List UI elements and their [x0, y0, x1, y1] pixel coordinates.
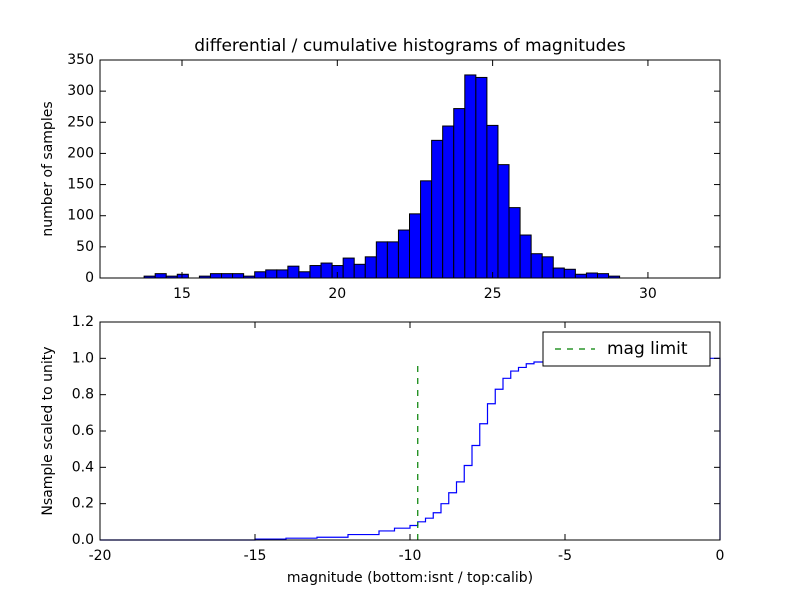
chart-title: differential / cumulative histograms of …: [194, 36, 626, 56]
y-tick-label: 200: [67, 145, 94, 161]
subplot: 15 20 25 30050100150200250300350differentia…: [40, 36, 721, 302]
bar: [353, 263, 366, 279]
x-tick-label: -15: [244, 548, 267, 564]
marks: [100, 357, 721, 541]
bar: [519, 234, 532, 279]
x-tick-label: 20: [328, 286, 346, 302]
x-tick-label: 0: [716, 548, 725, 564]
bar: [364, 256, 377, 279]
bar: [397, 229, 411, 279]
bar: [497, 164, 510, 279]
x-tick-label: 25: [484, 286, 502, 302]
subplot: -20 -15 -10 -5 0 0.0 0.2 0.4 0.6 0.8 1.0 1.2 magnitu…: [40, 314, 724, 586]
axes-frame: [99, 59, 721, 279]
x-tick-label: -5: [558, 548, 572, 564]
y-tick-label: 1.0: [72, 350, 94, 366]
bar: [287, 265, 300, 279]
y-tick-label: 300: [67, 83, 94, 99]
y-tick-label: 250: [67, 114, 94, 130]
bar: [254, 271, 267, 279]
y-tick-label: 0.6: [72, 423, 94, 439]
bar: [375, 241, 388, 279]
y-tick-label: 0.0: [72, 532, 94, 548]
bar: [209, 273, 223, 279]
bar: [298, 271, 311, 279]
bar: [574, 273, 587, 279]
bar: [309, 265, 322, 279]
bar: [342, 257, 355, 279]
y-tick-label: 100: [67, 208, 94, 224]
bar: [530, 253, 543, 279]
bar: [431, 139, 444, 279]
x-tick-label: -20: [89, 548, 112, 564]
x-tick-label: 30: [639, 286, 657, 302]
bar: [409, 213, 422, 279]
bar: [563, 268, 576, 279]
bar: [221, 273, 234, 279]
y-tick-label: 350: [67, 52, 94, 68]
bar: [176, 273, 189, 279]
bar: [552, 267, 565, 279]
bar: [464, 74, 477, 279]
y-tick-label: 0.8: [72, 387, 94, 403]
y-axis-label: Nsample scaled to unity: [40, 346, 56, 515]
bar: [420, 180, 433, 279]
legend-label: mag limit: [607, 339, 688, 359]
legend: mag limit: [542, 331, 711, 367]
bar: [596, 273, 610, 279]
x-tick-label: 15: [173, 286, 191, 302]
cumulative-line: [100, 357, 721, 541]
bar: [585, 272, 598, 279]
bar: [486, 124, 499, 279]
y-tick-label: 0.2: [72, 496, 94, 512]
y-tick-label: 1.2: [72, 314, 94, 330]
x-axis-label: magnitude (bottom:isnt / top:calib): [287, 570, 533, 586]
bar: [453, 108, 466, 279]
bar: [386, 241, 399, 279]
y-tick-label: 50: [76, 239, 94, 255]
bar: [232, 273, 245, 279]
bar: [154, 273, 167, 279]
y-tick-label: 0: [85, 270, 94, 286]
y-tick-label: 0.4: [72, 459, 94, 475]
bar: [442, 125, 455, 279]
bar: [276, 269, 289, 279]
bar: [265, 269, 278, 279]
y-axis-label: number of samples: [40, 101, 56, 236]
bar: [320, 262, 333, 279]
bar: [508, 207, 521, 279]
y-tick-label: 150: [67, 177, 94, 193]
bar: [475, 76, 488, 279]
x-tick-label: -10: [399, 548, 422, 564]
bar: [541, 256, 554, 279]
